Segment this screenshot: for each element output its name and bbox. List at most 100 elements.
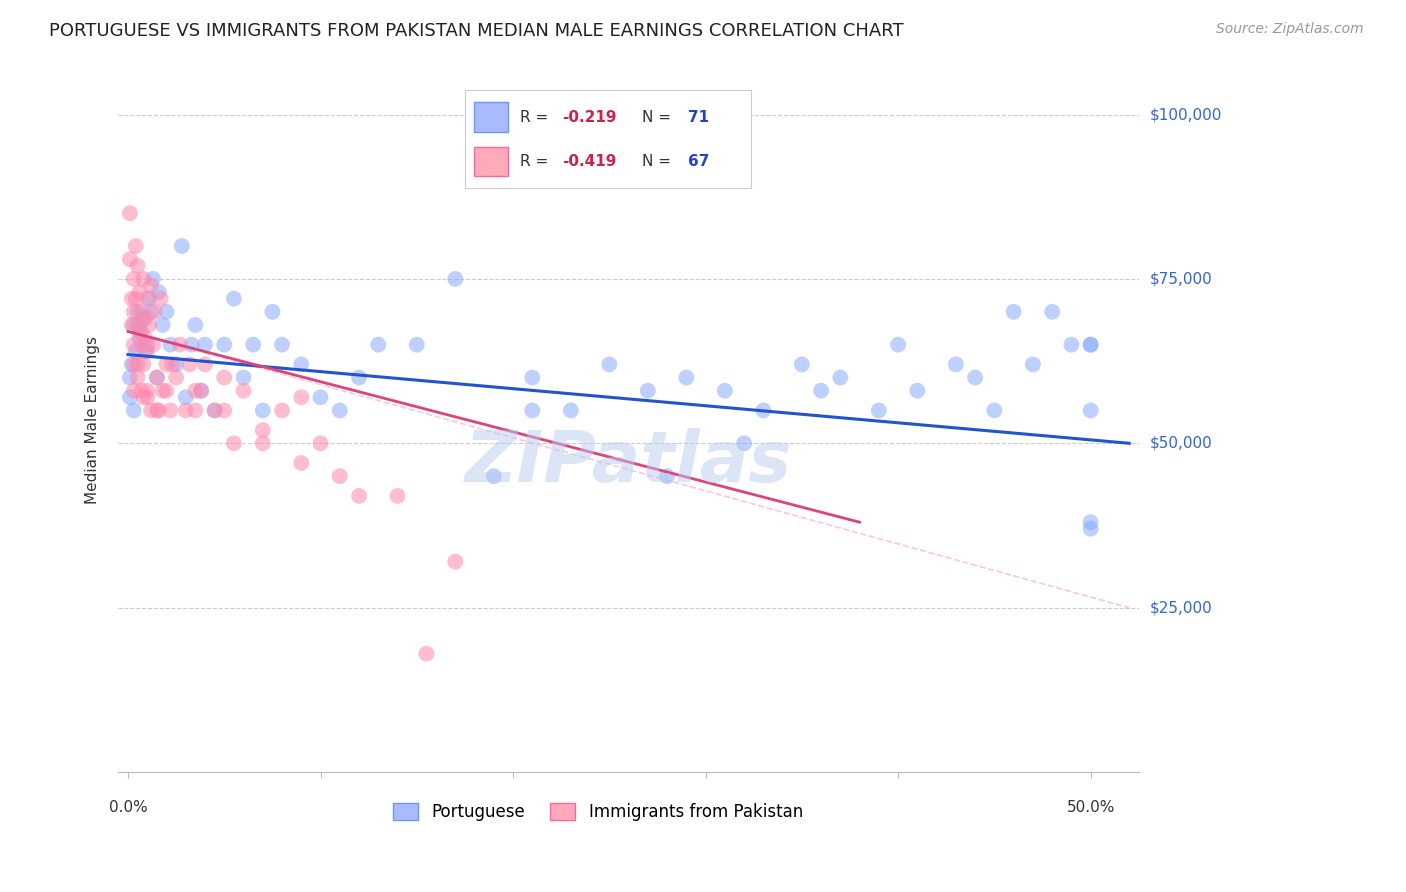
Point xyxy=(125,292,148,306)
Point xyxy=(132,272,155,286)
Point xyxy=(122,358,145,372)
Point xyxy=(1060,337,1083,351)
Text: 50.0%: 50.0% xyxy=(1067,800,1115,814)
Point xyxy=(122,272,145,286)
Point xyxy=(118,206,141,220)
Point xyxy=(127,318,149,332)
Point xyxy=(143,305,166,319)
Point xyxy=(252,423,274,437)
Point xyxy=(136,337,159,351)
Point xyxy=(262,305,284,319)
Point xyxy=(1080,337,1102,351)
Point xyxy=(142,337,165,351)
Point xyxy=(560,403,582,417)
Point xyxy=(252,403,274,417)
Point xyxy=(131,384,153,398)
Point xyxy=(127,305,149,319)
Point xyxy=(271,337,294,351)
Point xyxy=(329,403,352,417)
Point xyxy=(138,318,160,332)
Y-axis label: Median Male Earnings: Median Male Earnings xyxy=(86,336,100,504)
Point xyxy=(733,436,755,450)
Point xyxy=(204,403,226,417)
Point xyxy=(128,331,150,345)
Point xyxy=(122,337,145,351)
Point xyxy=(180,337,202,351)
Point xyxy=(752,403,775,417)
Point xyxy=(415,647,437,661)
Point xyxy=(444,272,467,286)
Point xyxy=(155,358,177,372)
Point xyxy=(367,337,389,351)
Point xyxy=(1040,305,1063,319)
Point xyxy=(212,337,235,351)
Point xyxy=(122,384,145,398)
Point xyxy=(830,370,852,384)
Point xyxy=(122,305,145,319)
Point xyxy=(118,252,141,267)
Point xyxy=(347,489,370,503)
Point xyxy=(290,390,312,404)
Point xyxy=(290,456,312,470)
Point xyxy=(714,384,737,398)
Point xyxy=(131,337,153,351)
Point xyxy=(290,358,312,372)
Point xyxy=(810,384,832,398)
Point xyxy=(174,390,197,404)
Point xyxy=(139,305,162,319)
Point xyxy=(212,403,235,417)
Point xyxy=(222,436,245,450)
Point xyxy=(148,285,170,299)
Point xyxy=(159,337,181,351)
Point xyxy=(134,311,156,326)
Text: $25,000: $25,000 xyxy=(1150,600,1212,615)
Point xyxy=(139,278,162,293)
Point xyxy=(1080,403,1102,417)
Point xyxy=(127,259,149,273)
Point xyxy=(128,325,150,339)
Point xyxy=(148,403,170,417)
Point xyxy=(136,344,159,359)
Point xyxy=(637,384,659,398)
Point xyxy=(132,390,155,404)
Point xyxy=(155,305,177,319)
Point xyxy=(522,403,544,417)
Point xyxy=(905,384,928,398)
Text: Source: ZipAtlas.com: Source: ZipAtlas.com xyxy=(1216,22,1364,37)
Point xyxy=(142,272,165,286)
Point xyxy=(122,318,145,332)
Point xyxy=(655,469,678,483)
Text: $50,000: $50,000 xyxy=(1150,436,1212,450)
Point xyxy=(174,403,197,417)
Point xyxy=(162,358,184,372)
Point xyxy=(232,384,254,398)
Point xyxy=(194,337,217,351)
Point xyxy=(152,318,174,332)
Text: PORTUGUESE VS IMMIGRANTS FROM PAKISTAN MEDIAN MALE EARNINGS CORRELATION CHART: PORTUGUESE VS IMMIGRANTS FROM PAKISTAN M… xyxy=(49,22,904,40)
Point xyxy=(204,403,226,417)
Point xyxy=(136,292,159,306)
Point xyxy=(134,331,156,345)
Point xyxy=(194,358,217,372)
Point xyxy=(121,318,143,332)
Point xyxy=(122,403,145,417)
Point xyxy=(125,239,148,253)
Point xyxy=(128,285,150,299)
Point xyxy=(222,292,245,306)
Point xyxy=(387,489,409,503)
Point xyxy=(598,358,620,372)
Point xyxy=(242,337,264,351)
Point xyxy=(887,337,910,351)
Point xyxy=(522,370,544,384)
Point xyxy=(965,370,987,384)
Point xyxy=(1002,305,1025,319)
Point xyxy=(1080,515,1102,529)
Point xyxy=(790,358,813,372)
Point xyxy=(132,358,155,372)
Point xyxy=(134,344,156,359)
Point xyxy=(136,390,159,404)
Point xyxy=(155,384,177,398)
Point xyxy=(118,390,141,404)
Point xyxy=(131,325,153,339)
Point xyxy=(131,305,153,319)
